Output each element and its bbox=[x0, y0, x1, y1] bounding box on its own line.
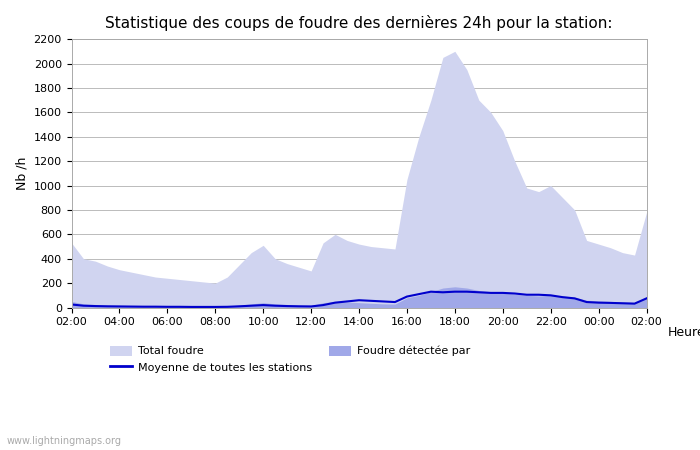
Moyenne de toutes les stations bbox=[427, 289, 435, 294]
Moyenne de toutes les stations bbox=[402, 294, 411, 299]
Moyenne de toutes les stations bbox=[439, 290, 447, 295]
Moyenne de toutes les stations bbox=[116, 304, 124, 309]
Moyenne de toutes les stations bbox=[498, 290, 507, 296]
Text: www.lightningmaps.org: www.lightningmaps.org bbox=[7, 436, 122, 446]
Moyenne de toutes les stations bbox=[223, 304, 232, 310]
Moyenne de toutes les stations bbox=[475, 290, 483, 295]
Moyenne de toutes les stations bbox=[630, 301, 638, 306]
Moyenne de toutes les stations bbox=[259, 302, 267, 308]
Legend: Total foudre, Moyenne de toutes les stations, Foudre détectée par: Total foudre, Moyenne de toutes les stat… bbox=[106, 341, 475, 377]
Moyenne de toutes les stations bbox=[163, 304, 172, 310]
Moyenne de toutes les stations bbox=[522, 292, 531, 297]
X-axis label: Heure: Heure bbox=[668, 326, 700, 339]
Moyenne de toutes les stations bbox=[451, 289, 459, 294]
Moyenne de toutes les stations bbox=[391, 299, 399, 305]
Moyenne de toutes les stations bbox=[247, 303, 256, 308]
Moyenne de toutes les stations bbox=[510, 291, 519, 296]
Moyenne de toutes les stations bbox=[331, 300, 340, 306]
Moyenne de toutes les stations bbox=[559, 294, 567, 300]
Moyenne de toutes les stations bbox=[414, 292, 423, 297]
Moyenne de toutes les stations bbox=[283, 303, 291, 309]
Moyenne de toutes les stations bbox=[606, 300, 615, 306]
Moyenne de toutes les stations bbox=[547, 292, 555, 298]
Moyenne de toutes les stations bbox=[199, 304, 207, 310]
Moyenne de toutes les stations bbox=[594, 300, 603, 306]
Moyenne de toutes les stations bbox=[582, 299, 591, 305]
Moyenne de toutes les stations bbox=[127, 304, 136, 309]
Moyenne de toutes les stations bbox=[151, 304, 160, 310]
Moyenne de toutes les stations bbox=[307, 304, 315, 309]
Title: Statistique des coups de foudre des dernières 24h pour la station:: Statistique des coups de foudre des dern… bbox=[105, 15, 612, 31]
Moyenne de toutes les stations bbox=[139, 304, 148, 310]
Moyenne de toutes les stations bbox=[570, 296, 579, 301]
Moyenne de toutes les stations bbox=[67, 302, 76, 307]
Moyenne de toutes les stations bbox=[618, 301, 626, 306]
Line: Moyenne de toutes les stations: Moyenne de toutes les stations bbox=[71, 292, 647, 307]
Moyenne de toutes les stations bbox=[319, 302, 328, 308]
Moyenne de toutes les stations bbox=[235, 304, 244, 309]
Moyenne de toutes les stations bbox=[211, 304, 220, 310]
Moyenne de toutes les stations bbox=[486, 290, 495, 296]
Moyenne de toutes les stations bbox=[643, 296, 651, 301]
Moyenne de toutes les stations bbox=[79, 303, 88, 308]
Y-axis label: Nb /h: Nb /h bbox=[15, 157, 28, 190]
Moyenne de toutes les stations bbox=[104, 304, 112, 309]
Moyenne de toutes les stations bbox=[535, 292, 543, 297]
Moyenne de toutes les stations bbox=[463, 289, 471, 294]
Moyenne de toutes les stations bbox=[295, 304, 303, 309]
Moyenne de toutes les stations bbox=[355, 297, 363, 303]
Moyenne de toutes les stations bbox=[379, 299, 387, 304]
Moyenne de toutes les stations bbox=[187, 304, 195, 310]
Moyenne de toutes les stations bbox=[367, 298, 375, 303]
Moyenne de toutes les stations bbox=[91, 303, 99, 309]
Moyenne de toutes les stations bbox=[175, 304, 183, 310]
Moyenne de toutes les stations bbox=[271, 303, 279, 308]
Moyenne de toutes les stations bbox=[343, 299, 351, 304]
